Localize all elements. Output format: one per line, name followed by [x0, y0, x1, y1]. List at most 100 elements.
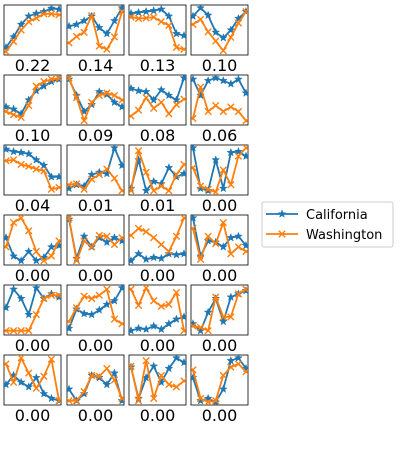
data-point-california	[87, 309, 97, 319]
data-point-california	[134, 323, 144, 333]
panel-plot-area	[4, 145, 61, 194]
data-point-california	[141, 324, 151, 334]
data-point-california	[4, 145, 11, 154]
data-point-washington	[204, 185, 212, 194]
legend-swatch-marker-washington	[278, 230, 286, 238]
data-point-california	[54, 172, 61, 181]
data-point-washington	[103, 165, 111, 173]
data-point-washington	[212, 397, 220, 405]
data-point-washington	[40, 77, 48, 86]
panel-value-label: 0.22	[15, 56, 51, 75]
data-point-california	[149, 95, 159, 104]
panel-plot-area	[191, 75, 248, 125]
data-point-washington	[67, 215, 73, 222]
data-point-california	[233, 146, 243, 156]
data-point-washington	[32, 14, 40, 22]
data-point-washington	[165, 380, 173, 389]
data-point-california	[164, 162, 174, 172]
data-point-washington	[95, 42, 103, 50]
data-point-california	[156, 253, 166, 263]
data-point-washington	[219, 371, 227, 380]
panel-plot-area	[129, 146, 186, 195]
data-point-california	[211, 27, 221, 37]
data-point-washington	[103, 89, 111, 97]
data-point-washington	[67, 39, 73, 47]
panel-1: 0.22	[3, 4, 62, 75]
data-point-washington	[32, 165, 40, 173]
data-point-california	[233, 355, 243, 362]
legend-swatch-marker-california	[277, 209, 287, 218]
series-line-washington	[5, 357, 60, 401]
data-point-california	[16, 147, 26, 157]
data-point-california	[171, 28, 181, 38]
data-point-washington	[134, 301, 143, 310]
panel-5: 0.10	[3, 74, 62, 145]
legend-entry-washington: Washington	[266, 228, 382, 243]
data-point-washington	[196, 83, 205, 91]
panel-value-label: 0.06	[202, 126, 238, 145]
data-point-california	[4, 302, 11, 312]
data-point-washington	[180, 45, 186, 54]
data-point-california	[241, 363, 248, 373]
data-point-washington	[40, 294, 48, 303]
data-point-washington	[142, 14, 150, 22]
data-point-washington	[234, 19, 243, 27]
data-point-california	[24, 149, 34, 158]
panel-10: 0.01	[66, 144, 125, 215]
panel-24: 0.00	[190, 354, 249, 425]
data-point-california	[179, 75, 186, 82]
data-point-california	[31, 285, 41, 292]
data-point-california	[117, 5, 124, 12]
data-point-california	[196, 5, 206, 12]
data-point-washington	[95, 231, 103, 240]
data-point-washington	[88, 294, 96, 303]
data-point-california	[24, 246, 34, 256]
data-point-washington	[172, 288, 181, 297]
data-point-washington	[142, 356, 150, 365]
data-point-washington	[47, 75, 56, 83]
data-point-washington	[242, 285, 248, 293]
data-point-california	[179, 168, 186, 178]
data-point-california	[31, 8, 41, 18]
data-point-washington	[32, 310, 40, 319]
data-point-washington	[88, 175, 96, 183]
data-point-washington	[227, 33, 235, 42]
data-point-washington	[196, 15, 205, 24]
data-point-washington	[103, 364, 111, 373]
series-line-washington	[130, 16, 185, 51]
panel-plot-area	[67, 285, 124, 333]
data-point-washington	[172, 100, 181, 109]
data-point-washington	[234, 290, 243, 298]
data-point-california	[4, 379, 11, 389]
panel-frame	[190, 4, 249, 56]
panel-value-label: 0.00	[15, 406, 51, 425]
data-point-washington	[88, 98, 96, 106]
data-point-washington	[4, 107, 10, 116]
data-point-washington	[9, 156, 18, 164]
data-point-washington	[234, 107, 243, 116]
data-point-washington	[204, 327, 212, 335]
data-point-california	[179, 357, 186, 367]
data-point-california	[211, 155, 221, 164]
data-point-washington	[212, 188, 220, 195]
data-point-california	[164, 363, 174, 373]
data-point-washington	[150, 187, 158, 195]
panel-6: 0.09	[66, 74, 125, 145]
data-point-washington	[55, 11, 61, 19]
data-point-california	[156, 5, 166, 14]
data-point-washington	[4, 243, 10, 251]
data-point-california	[226, 147, 236, 157]
data-point-washington	[157, 302, 165, 311]
data-point-washington	[88, 243, 96, 251]
data-point-washington	[172, 43, 181, 52]
data-point-washington	[204, 28, 212, 36]
data-point-california	[24, 382, 34, 391]
panel-12: 0.00	[190, 144, 249, 215]
panel-plot-area	[4, 285, 61, 335]
data-point-washington	[47, 252, 56, 260]
data-point-washington	[88, 371, 96, 380]
panel-17: 0.00	[3, 284, 62, 355]
data-point-washington	[212, 293, 220, 301]
data-point-california	[141, 6, 151, 16]
data-point-california	[226, 232, 236, 242]
